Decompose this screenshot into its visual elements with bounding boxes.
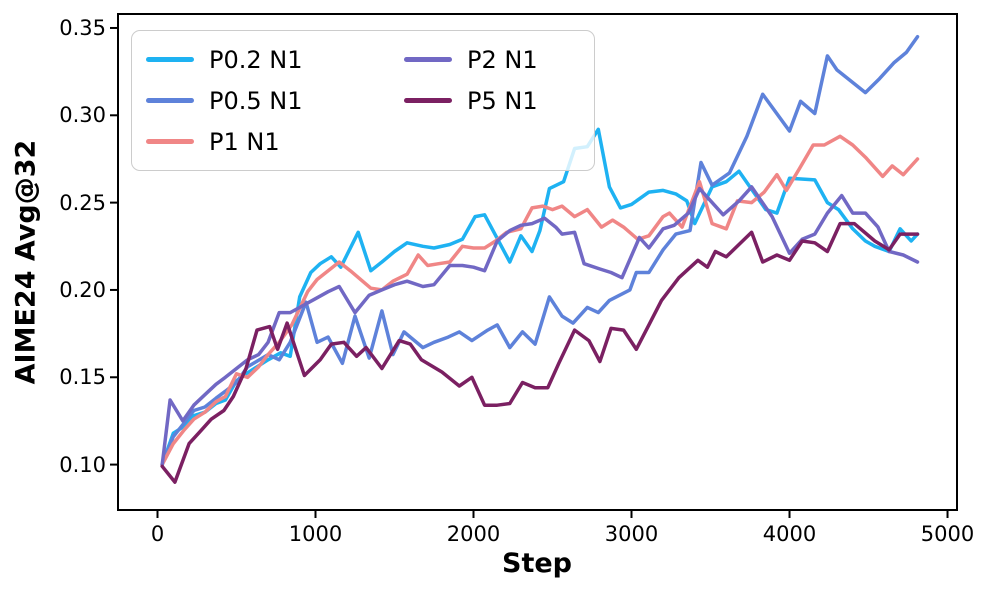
x-tick-label: 3000 [604, 522, 659, 546]
legend-item-p5-n1: P5 N1 [404, 87, 582, 115]
y-tick-label: 0.25 [59, 190, 106, 215]
legend-label: P5 N1 [467, 86, 538, 115]
y-tick-label: 0.15 [59, 365, 106, 390]
series-line-p0-5-n1 [160, 34, 920, 467]
legend: P0.2 N1 P0.5 N1 P1 N1 P2 N1 P5 N1 [131, 30, 595, 171]
legend-item-p1-n1: P1 N1 [146, 128, 404, 156]
legend-line-swatch [146, 98, 194, 103]
legend-label: P1 N1 [209, 127, 280, 156]
y-tick-label: 0.30 [59, 103, 106, 128]
y-tick-label: 0.35 [59, 15, 106, 40]
x-tick-label: 0 [150, 522, 165, 546]
legend-line-swatch [404, 98, 452, 103]
plot-border [117, 13, 958, 511]
legend-line-swatch [146, 57, 194, 62]
legend-label: P2 N1 [467, 45, 538, 74]
y-tick-label: 0.20 [59, 277, 106, 302]
x-tick-label: 2000 [446, 522, 501, 546]
legend-item-p2-n1: P2 N1 [404, 46, 582, 74]
x-axis-label: Step [502, 548, 572, 579]
x-tick-label: 1000 [288, 522, 343, 546]
series-line-p1-n1 [160, 134, 920, 467]
legend-line-swatch [404, 57, 452, 62]
legend-label: P0.5 N1 [209, 86, 303, 115]
legend-item-p0-2-n1: P0.2 N1 [146, 46, 404, 74]
y-axis-label: AIME24 Avg@32 [10, 139, 42, 385]
series-line-p0-2-n1 [160, 127, 920, 467]
series-line-p2-n1 [160, 185, 920, 467]
x-tick-label: 5000 [920, 522, 975, 546]
legend-item-p0-5-n1: P0.5 N1 [146, 87, 404, 115]
legend-line-swatch [146, 139, 194, 144]
x-tick-label: 4000 [762, 522, 817, 546]
y-tick-label: 0.10 [59, 452, 106, 477]
series-line-p5-n1 [160, 221, 920, 484]
legend-label: P0.2 N1 [209, 45, 303, 74]
